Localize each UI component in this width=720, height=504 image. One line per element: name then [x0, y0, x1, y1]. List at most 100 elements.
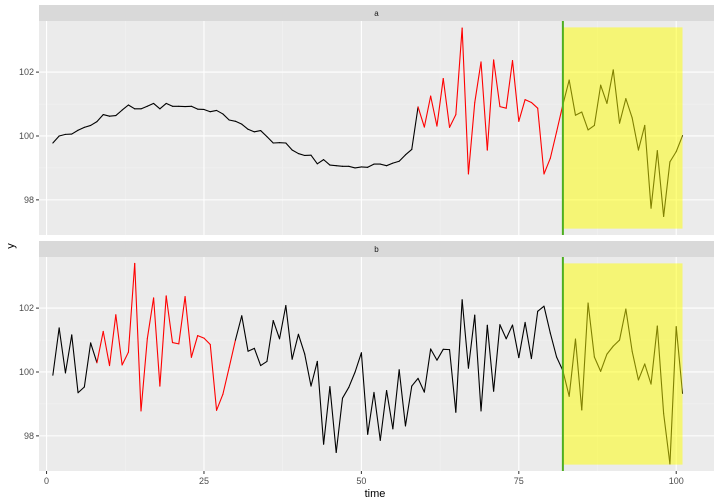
series-segment	[348, 165, 356, 169]
series-segment	[203, 108, 211, 113]
series-segment	[549, 332, 558, 358]
series-segment	[392, 160, 400, 164]
series-segment	[228, 119, 237, 122]
series-segment	[455, 27, 463, 116]
series-segment	[121, 104, 129, 111]
series-segment	[241, 315, 249, 352]
series-segment	[146, 102, 155, 107]
series-segment	[121, 351, 129, 366]
x-axis-title: time	[365, 488, 386, 500]
series-segment	[58, 327, 66, 374]
series-segment	[96, 114, 104, 123]
series-segment	[291, 333, 299, 360]
series-segment	[71, 129, 79, 135]
series-segment	[524, 99, 532, 103]
series-segment	[518, 321, 526, 359]
series-segment	[430, 348, 438, 361]
series-segment	[524, 321, 532, 360]
series-segment	[266, 136, 274, 144]
series-segment	[297, 333, 306, 355]
series-segment	[253, 130, 262, 133]
series-segment	[543, 305, 551, 334]
series-segment	[530, 310, 539, 360]
series-segment	[184, 296, 192, 358]
series-segment	[115, 109, 123, 117]
series-segment	[323, 159, 331, 166]
series-segment	[77, 126, 85, 131]
panel-b: b 98 100 102 0 25 50 75 100	[19, 241, 714, 486]
series-segment	[216, 393, 224, 411]
y-tick-label: 102	[19, 67, 34, 77]
series-segment	[448, 349, 457, 413]
series-segment	[64, 334, 73, 374]
series-segment	[102, 330, 111, 367]
series-segment	[197, 335, 205, 339]
series-segment	[448, 114, 457, 128]
series-segment	[323, 386, 331, 445]
series-segment	[52, 135, 60, 144]
series-segment	[354, 352, 362, 373]
series-segment	[537, 107, 545, 175]
series-segment	[423, 348, 432, 393]
series-segment	[127, 262, 136, 353]
series-segment	[234, 120, 243, 125]
series-segment	[455, 299, 463, 413]
series-segment	[146, 297, 155, 340]
series-segment	[379, 389, 388, 441]
series-segment	[530, 101, 539, 109]
series-segment	[518, 99, 526, 122]
series-segment	[77, 386, 85, 394]
series-segment	[436, 348, 444, 361]
series-segment	[367, 163, 375, 168]
series-segment	[493, 59, 501, 108]
series-segment	[505, 324, 514, 340]
strip-label-b: b	[374, 245, 379, 254]
series-segment	[461, 299, 469, 369]
series-segment	[247, 128, 255, 133]
series-segment	[159, 295, 167, 387]
series-segment	[543, 157, 551, 175]
series-segment	[367, 391, 375, 435]
series-segment	[171, 342, 180, 345]
series-segment	[417, 106, 425, 128]
series-segment	[467, 102, 476, 175]
series-segment	[511, 324, 520, 359]
series-segment	[493, 324, 501, 392]
series-segment	[209, 343, 218, 411]
series-segment	[234, 315, 243, 341]
series-segment	[436, 77, 444, 127]
series-segment	[140, 105, 148, 110]
series-segment	[549, 131, 558, 159]
series-segment	[153, 102, 161, 110]
series-segment	[58, 133, 66, 137]
y-tick-label: 102	[19, 303, 34, 313]
series-segment	[190, 105, 199, 110]
series-segment	[228, 339, 237, 369]
series-segment	[209, 109, 218, 113]
series-segment	[96, 330, 104, 364]
series-segment	[291, 149, 299, 155]
series-segment	[90, 342, 98, 364]
series-segment	[159, 102, 167, 110]
panel-a: a 98 100 102	[19, 5, 714, 235]
series-segment	[285, 304, 293, 360]
strip-a	[39, 5, 714, 21]
panels: a 98 100 102 b 98 100 102 0 25 50 75 100	[19, 5, 714, 486]
series-segment	[537, 305, 545, 312]
y-axis-title: y	[5, 243, 17, 249]
series-segment	[247, 347, 255, 352]
series-segment	[467, 314, 476, 369]
series-segment	[398, 369, 407, 427]
series-segment	[404, 385, 413, 427]
series-segment	[480, 61, 488, 151]
series-segment	[260, 360, 268, 367]
series-segment	[423, 95, 432, 128]
series-segment	[556, 104, 564, 133]
series-segment	[108, 114, 117, 117]
series-segment	[386, 389, 394, 430]
series-segment	[90, 121, 98, 126]
series-segment	[203, 337, 211, 346]
series-segment	[304, 353, 312, 387]
series-segment	[341, 386, 350, 399]
series-segment	[153, 297, 161, 387]
